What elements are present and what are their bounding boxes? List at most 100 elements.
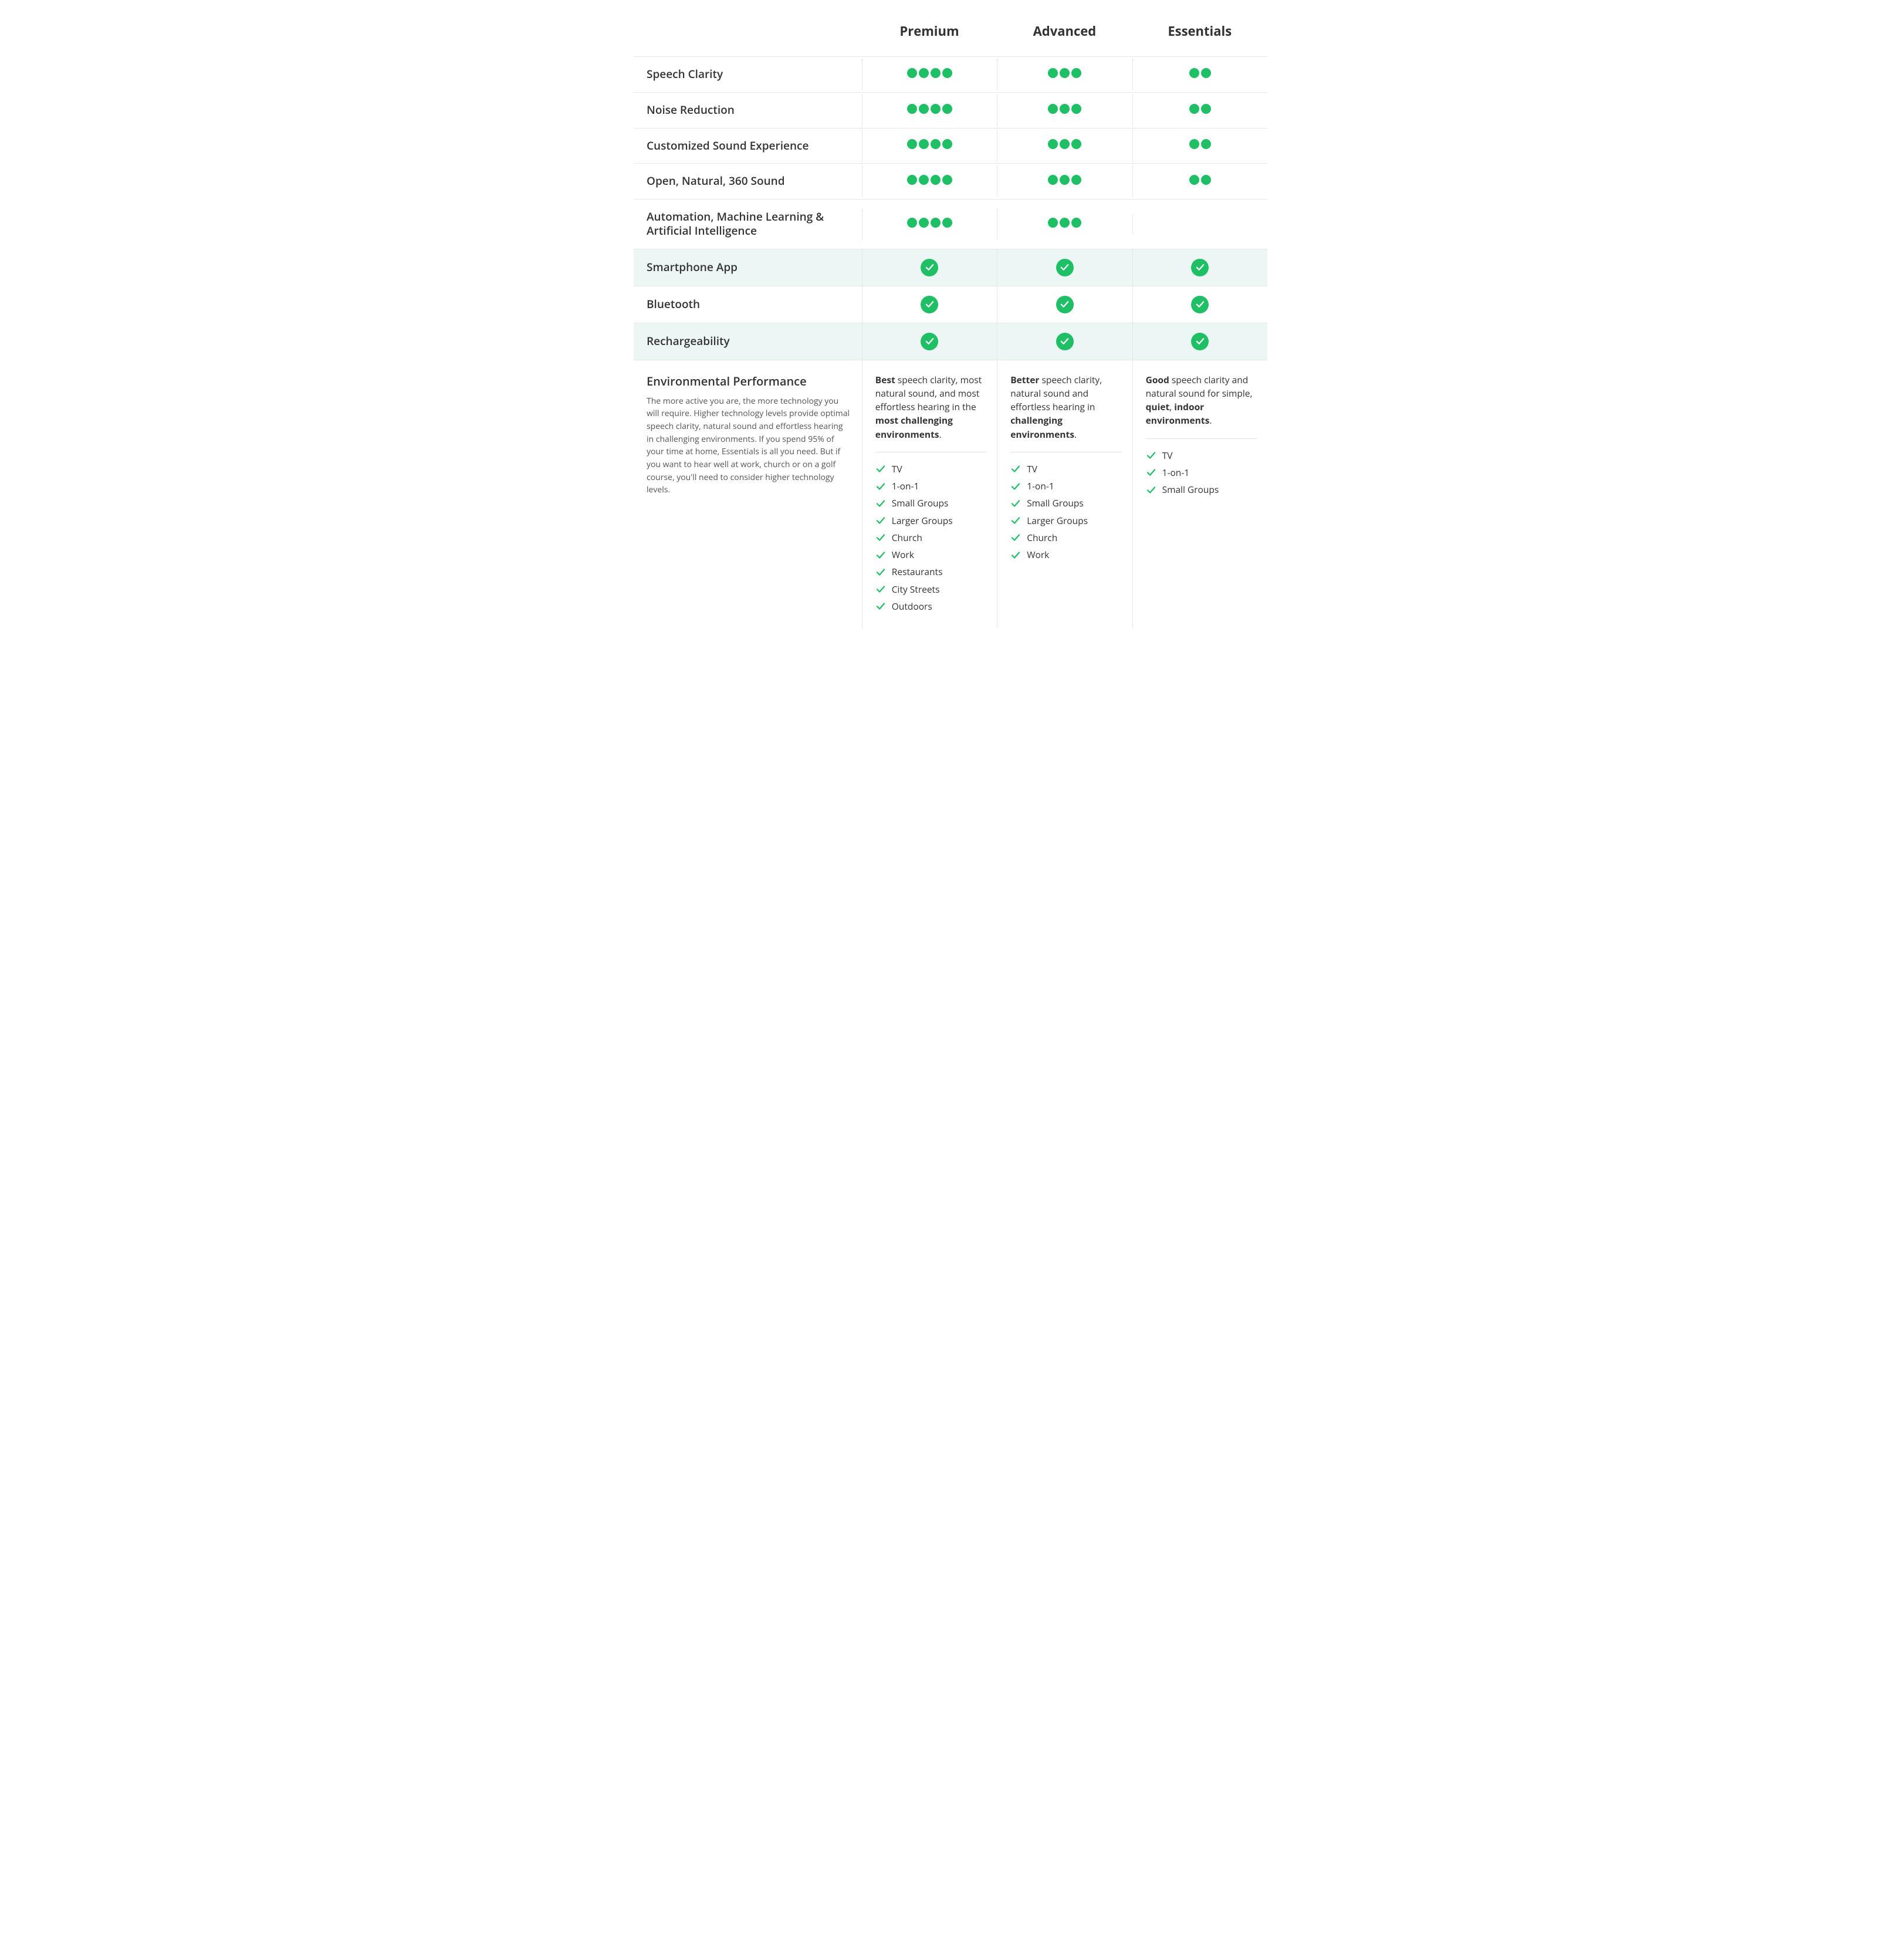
environment-list-item: Small Groups bbox=[875, 495, 986, 512]
environmental-tier-description: Good speech clarity and natural sound fo… bbox=[1146, 373, 1257, 428]
dot-icon bbox=[1060, 139, 1070, 149]
feature-label: Noise Reduction bbox=[634, 93, 862, 128]
tick-icon bbox=[875, 532, 886, 543]
environmental-row: Environmental Performance The more activ… bbox=[634, 360, 1267, 628]
check-icon bbox=[1191, 333, 1209, 350]
environment-item-label: TV bbox=[1162, 449, 1173, 462]
feature-cell bbox=[997, 208, 1132, 240]
feature-cell bbox=[862, 208, 997, 240]
feature-cell bbox=[1132, 59, 1267, 90]
environmental-column: Better speech clarity, natural sound and… bbox=[997, 360, 1132, 628]
feature-label: Open, Natural, 360 Sound bbox=[634, 164, 862, 199]
dot-icon bbox=[907, 139, 917, 149]
dot-icon bbox=[1060, 104, 1070, 114]
environment-list-item: Restaurants bbox=[875, 563, 986, 580]
environmental-tier-description: Best speech clarity, most natural sound,… bbox=[875, 373, 986, 441]
dot-icon bbox=[931, 175, 941, 185]
environment-list-item: Larger Groups bbox=[1010, 512, 1121, 529]
feature-row: Speech Clarity bbox=[634, 56, 1267, 92]
rating-dots bbox=[1189, 68, 1211, 78]
dot-icon bbox=[1048, 218, 1058, 228]
feature-cell bbox=[1132, 215, 1267, 234]
rating-dots bbox=[907, 68, 952, 78]
rating-dots bbox=[907, 104, 952, 114]
dot-icon bbox=[931, 139, 941, 149]
feature-row: Smartphone App bbox=[634, 249, 1267, 286]
dot-icon bbox=[1060, 175, 1070, 185]
feature-label: Smartphone App bbox=[634, 250, 862, 285]
check-icon bbox=[1056, 259, 1074, 276]
environment-list-item: 1-on-1 bbox=[1010, 478, 1121, 495]
environment-list: TV 1-on-1 Small Groups Larger Groups ChurchW… bbox=[875, 461, 986, 615]
environment-item-label: Outdoors bbox=[892, 600, 932, 613]
environment-item-label: Work bbox=[1027, 548, 1049, 562]
environment-list-item: Church bbox=[1010, 529, 1121, 546]
dot-icon bbox=[942, 68, 952, 78]
dot-icon bbox=[931, 68, 941, 78]
environment-item-label: Small Groups bbox=[1027, 496, 1084, 510]
dot-icon bbox=[1189, 68, 1199, 78]
tick-icon bbox=[1010, 550, 1021, 560]
dot-icon bbox=[1048, 68, 1058, 78]
dot-icon bbox=[919, 139, 929, 149]
dot-icon bbox=[919, 175, 929, 185]
environment-item-label: Church bbox=[892, 531, 922, 545]
tick-icon bbox=[1010, 481, 1021, 492]
dot-icon bbox=[942, 104, 952, 114]
dot-icon bbox=[942, 139, 952, 149]
tick-icon bbox=[1146, 450, 1156, 461]
environment-list-item: TV bbox=[1146, 447, 1257, 464]
feature-cell bbox=[1132, 165, 1267, 197]
dot-icon bbox=[942, 175, 952, 185]
rating-dots bbox=[907, 175, 952, 185]
tick-icon bbox=[1010, 498, 1021, 509]
feature-row: Noise Reduction bbox=[634, 92, 1267, 128]
check-icon bbox=[921, 333, 938, 350]
feature-cell bbox=[862, 249, 997, 286]
environment-list-item: Church bbox=[875, 529, 986, 546]
dot-icon bbox=[1189, 104, 1199, 114]
feature-cell bbox=[997, 59, 1132, 90]
rating-dots bbox=[1048, 175, 1081, 185]
dot-icon bbox=[1071, 139, 1081, 149]
dot-icon bbox=[1201, 68, 1211, 78]
rating-dots bbox=[1048, 218, 1081, 228]
rating-dots bbox=[1189, 139, 1211, 149]
tick-icon bbox=[1146, 485, 1156, 495]
feature-cell bbox=[862, 94, 997, 126]
environment-item-label: Church bbox=[1027, 531, 1057, 545]
environment-item-label: TV bbox=[892, 462, 902, 476]
environment-list-item: Work bbox=[875, 546, 986, 563]
feature-cell bbox=[1132, 323, 1267, 360]
dot-icon bbox=[1071, 68, 1081, 78]
feature-row: Rechargeability bbox=[634, 323, 1267, 360]
dot-icon bbox=[907, 104, 917, 114]
environment-item-label: 1-on-1 bbox=[1162, 466, 1190, 479]
rating-dots bbox=[1189, 104, 1211, 114]
environmental-tier-description: Better speech clarity, natural sound and… bbox=[1010, 373, 1121, 441]
tick-icon bbox=[1010, 532, 1021, 543]
dot-icon bbox=[1060, 218, 1070, 228]
feature-cell bbox=[862, 286, 997, 323]
environment-list-item: Work bbox=[1010, 546, 1121, 563]
tick-icon bbox=[875, 515, 886, 526]
dot-icon bbox=[907, 68, 917, 78]
dot-icon bbox=[1201, 139, 1211, 149]
environment-item-label: Larger Groups bbox=[892, 514, 953, 528]
tick-icon bbox=[875, 601, 886, 611]
comparison-table: Premium Advanced Essentials Speech Clari… bbox=[634, 12, 1267, 628]
feature-cell bbox=[1132, 249, 1267, 286]
feature-cell bbox=[1132, 130, 1267, 161]
environmental-description-cell: Environmental Performance The more activ… bbox=[634, 360, 862, 628]
feature-row: Automation, Machine Learning & Artificia… bbox=[634, 199, 1267, 249]
feature-cell bbox=[997, 323, 1132, 360]
environment-list-item: Larger Groups bbox=[875, 512, 986, 529]
dot-icon bbox=[907, 218, 917, 228]
environment-item-label: 1-on-1 bbox=[892, 479, 919, 493]
check-icon bbox=[921, 259, 938, 276]
environment-list-item: TV bbox=[875, 461, 986, 478]
environment-list: TV1-on-1Small Groups Larger Groups Church W… bbox=[1010, 461, 1121, 564]
rating-dots bbox=[1189, 175, 1211, 185]
environment-list-item: Small Groups bbox=[1146, 481, 1257, 498]
environment-list-item: TV bbox=[1010, 461, 1121, 478]
